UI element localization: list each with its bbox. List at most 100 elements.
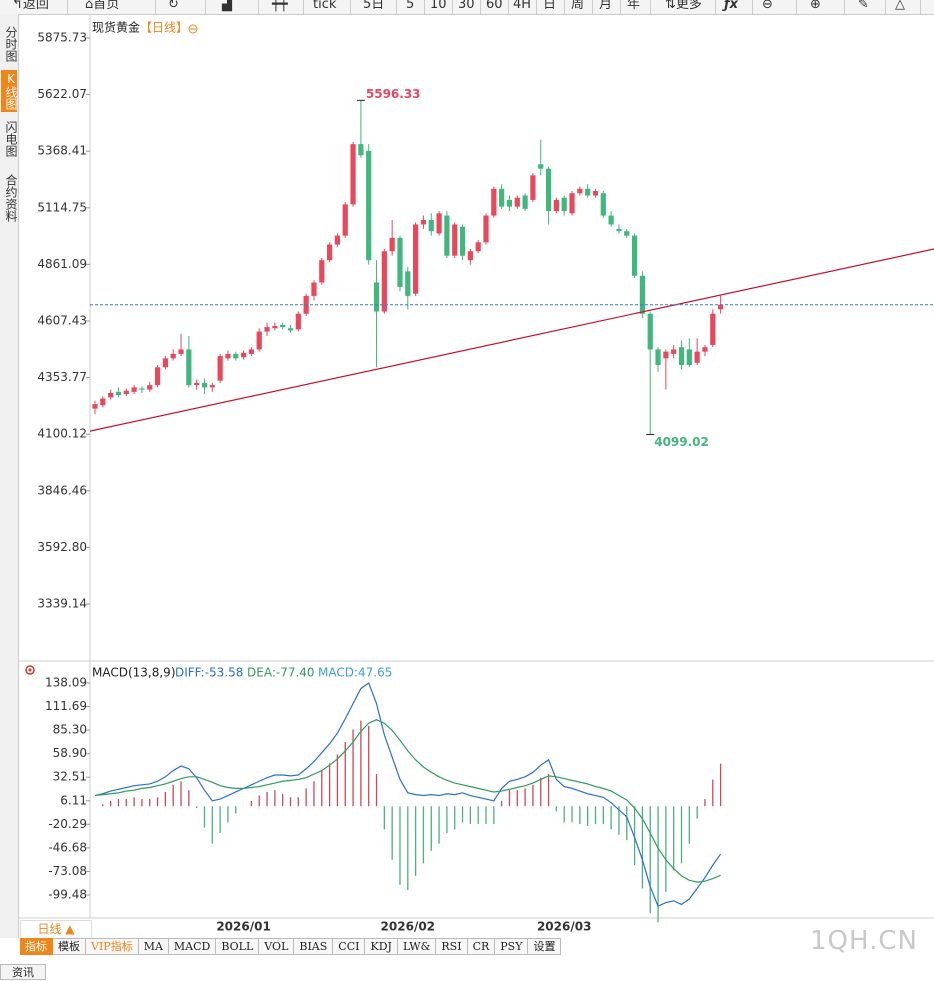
- y-tick-label: 4861.09: [37, 257, 87, 271]
- y-tick-label: -73.08: [48, 864, 87, 878]
- separator: [715, 0, 716, 14]
- home-button[interactable]: ⌂首页: [85, 0, 119, 14]
- indicator-tab[interactable]: LW&: [397, 938, 437, 955]
- toolbar: ↰返回 ⌂首页 ↻ ▟ ┿┿ tick 5日 5 10 30 60 4H 日 周…: [0, 0, 934, 15]
- period-button[interactable]: 10: [430, 0, 447, 12]
- period-button[interactable]: 日: [543, 0, 557, 12]
- period-button[interactable]: 60: [486, 0, 503, 12]
- indicator-tab[interactable]: MACD: [168, 938, 217, 955]
- candle-body: [624, 231, 630, 236]
- candle-body: [718, 304, 724, 310]
- separator: [424, 0, 425, 14]
- candle-body: [342, 204, 348, 236]
- candle-body: [608, 215, 614, 225]
- indicator-tab[interactable]: VIP指标: [86, 938, 139, 955]
- formula-button[interactable]: ƒx: [724, 0, 739, 12]
- indicator-tab[interactable]: CCI: [333, 938, 366, 955]
- indicator-tab[interactable]: 模板: [53, 938, 86, 955]
- period-selector[interactable]: 日线 ▲: [20, 920, 92, 939]
- candle-body: [311, 282, 317, 296]
- indicator-tab[interactable]: 设置: [528, 938, 562, 955]
- indicator-line: [94, 682, 722, 907]
- back-button[interactable]: ↰返回: [12, 0, 49, 14]
- candle-body: [115, 391, 122, 396]
- candle-body: [631, 235, 638, 276]
- period-button[interactable]: 周: [571, 0, 585, 12]
- period-button[interactable]: 4H: [513, 0, 532, 12]
- candle-body: [491, 188, 497, 216]
- period-button[interactable]: 30: [458, 0, 475, 12]
- candle-body: [436, 213, 442, 234]
- y-tick-label: 138.09: [45, 676, 87, 690]
- y-tick-label: 5114.75: [37, 200, 87, 214]
- draw-button[interactable]: ✎: [858, 0, 869, 12]
- candle-body: [248, 349, 254, 354]
- candle-body: [287, 328, 294, 331]
- indicator-tab[interactable]: BOLL: [216, 938, 260, 955]
- indicator-tab[interactable]: 指标: [20, 938, 53, 955]
- separator: [885, 0, 886, 14]
- candle-body: [389, 237, 395, 252]
- period-button[interactable]: tick: [313, 0, 337, 12]
- indicator-icon: [28, 668, 32, 672]
- candle-body: [358, 144, 364, 156]
- period-button[interactable]: 月: [599, 0, 613, 12]
- shape-button[interactable]: △: [895, 0, 905, 12]
- indicator-tab[interactable]: MA: [138, 938, 169, 955]
- candle-body: [710, 313, 716, 345]
- candle-body: [428, 220, 434, 232]
- candle-body: [499, 188, 505, 207]
- separator: [258, 0, 259, 14]
- y-tick-label: 4607.43: [37, 314, 87, 328]
- y-tick-label: 3846.46: [37, 483, 87, 497]
- period-button[interactable]: 年: [627, 0, 641, 12]
- y-tick-label: -99.48: [48, 888, 87, 902]
- watermark: 1QH.CN: [810, 926, 918, 956]
- candle-body: [694, 351, 700, 363]
- separator: [650, 0, 651, 14]
- indicator-icon[interactable]: [25, 665, 35, 675]
- candle-body: [131, 387, 137, 392]
- candle-body: [366, 150, 372, 261]
- indicator-tab[interactable]: PSY: [495, 938, 529, 955]
- indicator-tab[interactable]: CR: [467, 938, 496, 955]
- candle-body: [647, 313, 653, 350]
- candle-body: [186, 349, 192, 386]
- period-button[interactable]: 5: [406, 0, 415, 12]
- min-label: 4099.02: [654, 435, 709, 449]
- candle-body: [108, 392, 114, 398]
- y-tick-label: -46.68: [48, 840, 87, 854]
- candle-body: [405, 271, 411, 296]
- candle-body: [655, 349, 661, 366]
- candle-body: [467, 251, 473, 261]
- zoom-out-button[interactable]: ⊖: [762, 0, 773, 12]
- separator: [752, 0, 753, 14]
- more-button[interactable]: ⇅更多: [665, 0, 702, 14]
- indicator-tab[interactable]: KDJ: [365, 938, 398, 955]
- zoom-in-button[interactable]: ⊕: [810, 0, 821, 12]
- indicator-tab[interactable]: RSI: [436, 938, 468, 955]
- separator: [155, 0, 156, 14]
- side-tab[interactable]: 合约资料: [4, 174, 18, 222]
- chart-subtitle: 【日线】: [140, 21, 188, 35]
- trend-line: [89, 248, 934, 432]
- y-tick-label: 111.69: [45, 699, 87, 713]
- period-button[interactable]: 5日: [363, 0, 385, 12]
- side-tab-active[interactable]: K线图: [1, 70, 18, 112]
- separator: [205, 0, 206, 14]
- side-tab[interactable]: 闪电图: [4, 121, 18, 157]
- indicator-tab[interactable]: BIAS: [294, 938, 334, 955]
- separator: [350, 0, 351, 14]
- settings-icon[interactable]: [188, 24, 198, 34]
- separator: [796, 0, 797, 14]
- candle-body: [663, 351, 669, 359]
- candle-body: [514, 197, 520, 207]
- chart-type-button[interactable]: ▟: [222, 0, 232, 12]
- candle-body: [373, 282, 380, 312]
- candle-body: [413, 224, 419, 294]
- indicator-tab[interactable]: VOL: [259, 938, 295, 955]
- candle-button[interactable]: ┿┿: [272, 0, 288, 12]
- separator: [452, 0, 453, 14]
- refresh-button[interactable]: ↻: [168, 0, 179, 12]
- side-tab[interactable]: 分时图: [4, 26, 18, 62]
